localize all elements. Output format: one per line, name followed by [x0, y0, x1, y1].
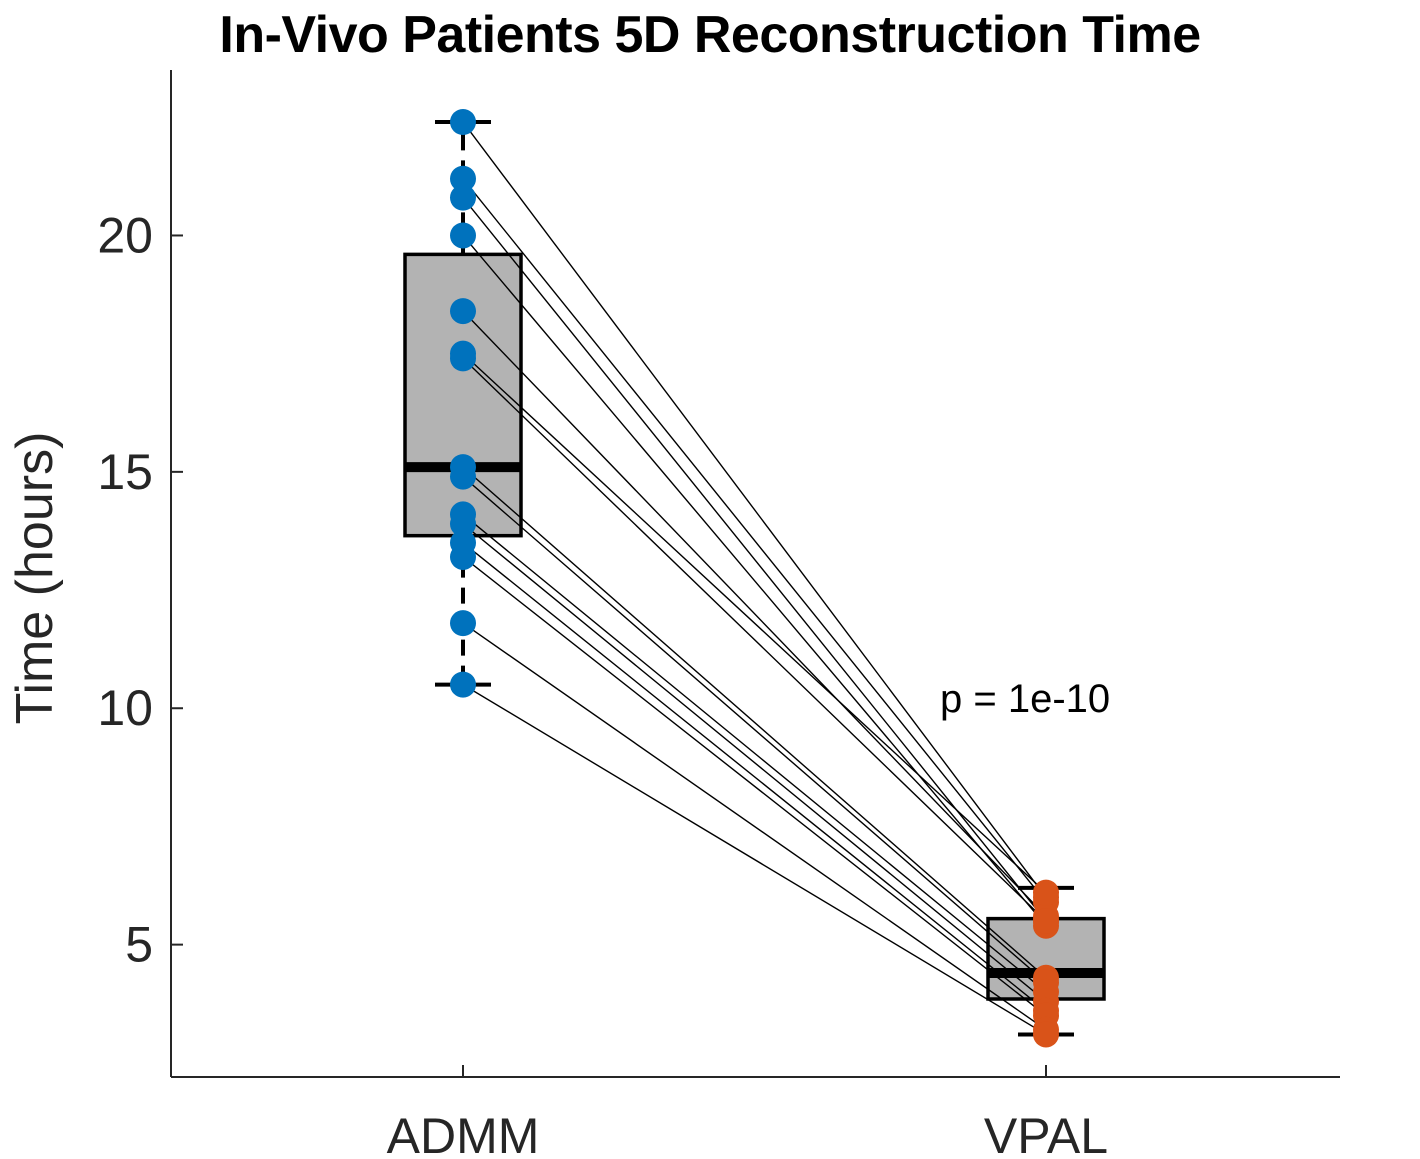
- x-tick-label-vpal: VPAL: [984, 1108, 1108, 1159]
- point-admm-14: [450, 610, 476, 637]
- point-admm-9: [450, 463, 476, 490]
- p-value-annotation: p = 1e-10: [940, 677, 1110, 721]
- pair-line-8: [462, 466, 1047, 979]
- box-admm: [403, 252, 523, 538]
- y-tick-label-10: 10: [97, 680, 153, 736]
- point-admm-2: [450, 165, 476, 192]
- pair-line-2: [462, 178, 1047, 903]
- pair-line-3: [462, 197, 1047, 922]
- point-admm-7: [450, 345, 476, 372]
- x-tick-label-admm: ADMM: [387, 1108, 540, 1159]
- pair-line-11: [462, 523, 1047, 1002]
- chart-title: In-Vivo Patients 5D Reconstruction Time: [219, 6, 1201, 64]
- pair-line-1: [462, 121, 1047, 898]
- y-tick-label-15: 15: [97, 444, 153, 500]
- pair-line-14: [462, 622, 1047, 1031]
- axes-layer: 5 10 15 20 ADMM VPAL: [97, 70, 1340, 1159]
- point-admm-11: [450, 510, 476, 537]
- pair-line-6: [462, 353, 1047, 894]
- point-vpal-15: [1033, 1021, 1059, 1048]
- pair-line-7: [462, 357, 1047, 922]
- point-vpal-6: [1033, 879, 1059, 906]
- pair-line-12: [462, 542, 1047, 1012]
- pair-line-10: [462, 513, 1047, 993]
- y-tick-label-5: 5: [125, 917, 153, 973]
- point-admm-5: [450, 298, 476, 325]
- point-admm-4: [450, 222, 476, 249]
- y-tick-label-20: 20: [97, 207, 153, 263]
- pair-line-5: [462, 310, 1047, 917]
- pair-line-13: [462, 556, 1047, 1017]
- point-admm-13: [450, 543, 476, 570]
- points-layer: [450, 109, 1059, 1048]
- pair-line-9: [462, 476, 1047, 983]
- boxes-layer: [403, 120, 1106, 1037]
- point-vpal-7: [1033, 907, 1059, 934]
- y-axis-label: Time (hours): [6, 432, 64, 725]
- point-admm-1: [450, 109, 476, 136]
- pair-line-15: [462, 684, 1047, 1036]
- pair-line-4: [462, 235, 1047, 927]
- pair-lines-layer: [462, 121, 1047, 1036]
- point-admm-3: [450, 184, 476, 211]
- point-admm-15: [450, 671, 476, 698]
